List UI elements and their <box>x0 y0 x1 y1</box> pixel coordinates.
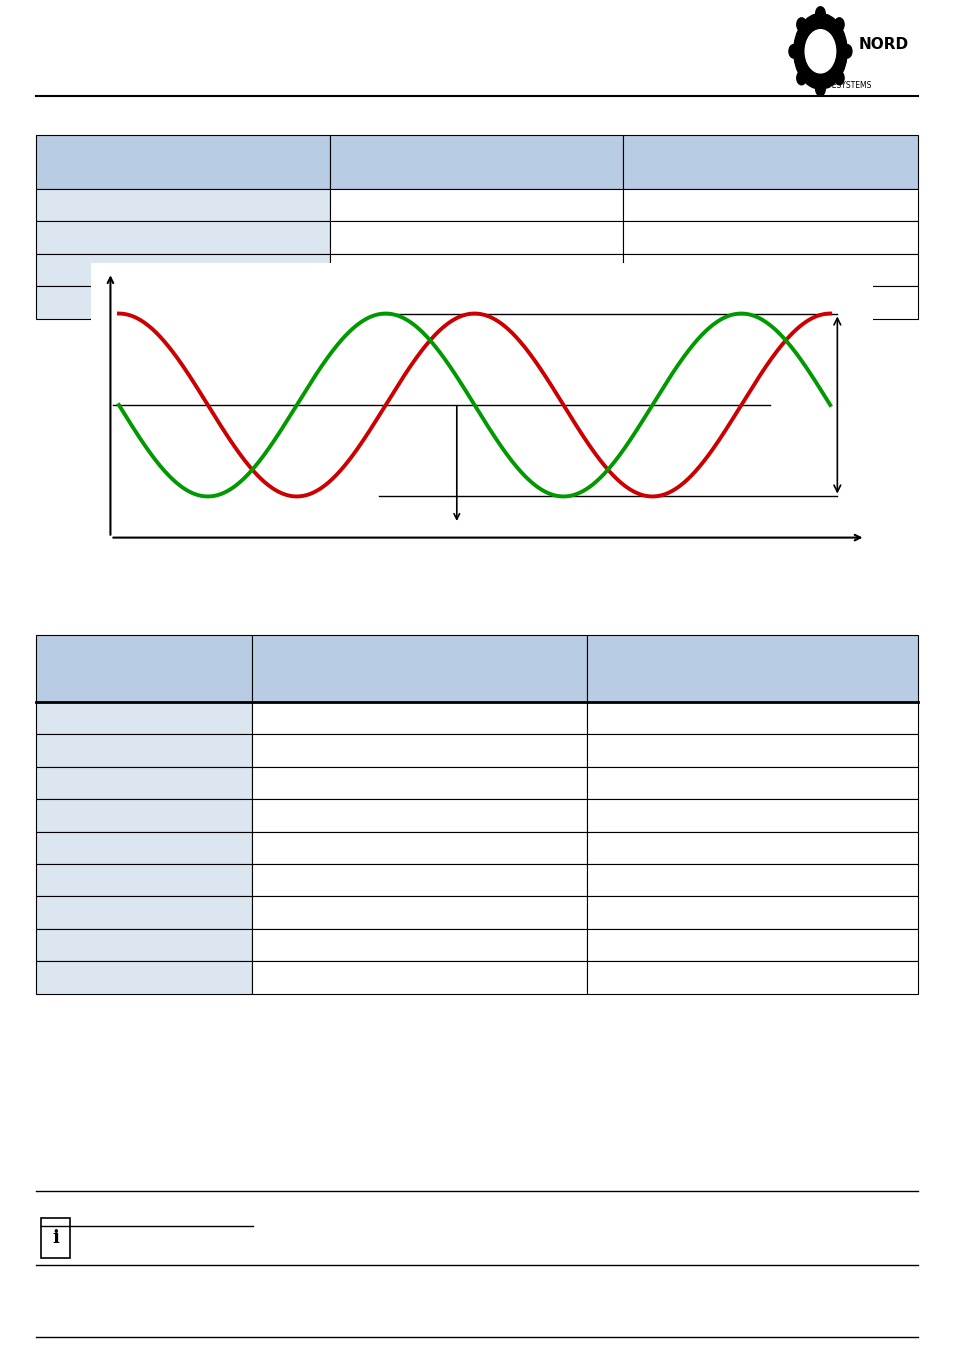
Bar <box>587 799 917 832</box>
Bar <box>330 286 622 319</box>
Circle shape <box>796 18 805 31</box>
Bar <box>252 929 587 961</box>
Text: NORD: NORD <box>858 36 908 53</box>
Bar <box>587 896 917 929</box>
Bar <box>36 896 252 929</box>
Bar <box>252 832 587 864</box>
Bar <box>36 767 252 799</box>
Bar <box>36 189 330 221</box>
Bar <box>36 702 252 734</box>
Bar <box>587 702 917 734</box>
Circle shape <box>796 72 805 85</box>
Bar <box>252 702 587 734</box>
Bar <box>36 929 252 961</box>
Circle shape <box>804 30 835 73</box>
Bar <box>252 634 587 702</box>
Bar <box>252 734 587 767</box>
Bar <box>41 1218 70 1258</box>
Bar <box>587 734 917 767</box>
Circle shape <box>815 7 824 20</box>
Bar <box>36 634 252 702</box>
Bar <box>36 286 330 319</box>
Bar <box>252 896 587 929</box>
Bar <box>252 961 587 994</box>
Bar <box>36 254 330 286</box>
Bar <box>587 864 917 896</box>
Bar <box>587 767 917 799</box>
Bar <box>622 189 917 221</box>
Bar <box>622 254 917 286</box>
Text: i: i <box>51 1228 59 1247</box>
Bar <box>252 767 587 799</box>
Bar <box>36 799 252 832</box>
Bar <box>587 929 917 961</box>
Circle shape <box>834 72 843 85</box>
Bar <box>330 135 622 189</box>
Bar <box>587 832 917 864</box>
Circle shape <box>841 45 851 58</box>
Bar <box>36 961 252 994</box>
Bar <box>622 286 917 319</box>
Bar <box>36 221 330 254</box>
Circle shape <box>788 45 798 58</box>
Bar <box>330 221 622 254</box>
Bar <box>36 864 252 896</box>
Bar <box>36 135 330 189</box>
Circle shape <box>834 18 843 31</box>
Text: DRIVESYSTEMS: DRIVESYSTEMS <box>812 81 871 89</box>
Circle shape <box>793 14 846 89</box>
Bar <box>36 832 252 864</box>
Bar <box>622 135 917 189</box>
Bar <box>36 734 252 767</box>
Bar <box>330 189 622 221</box>
Bar <box>587 961 917 994</box>
Circle shape <box>815 82 824 96</box>
Bar <box>252 864 587 896</box>
Bar <box>330 254 622 286</box>
Bar <box>622 221 917 254</box>
Bar <box>587 634 917 702</box>
Bar <box>252 799 587 832</box>
